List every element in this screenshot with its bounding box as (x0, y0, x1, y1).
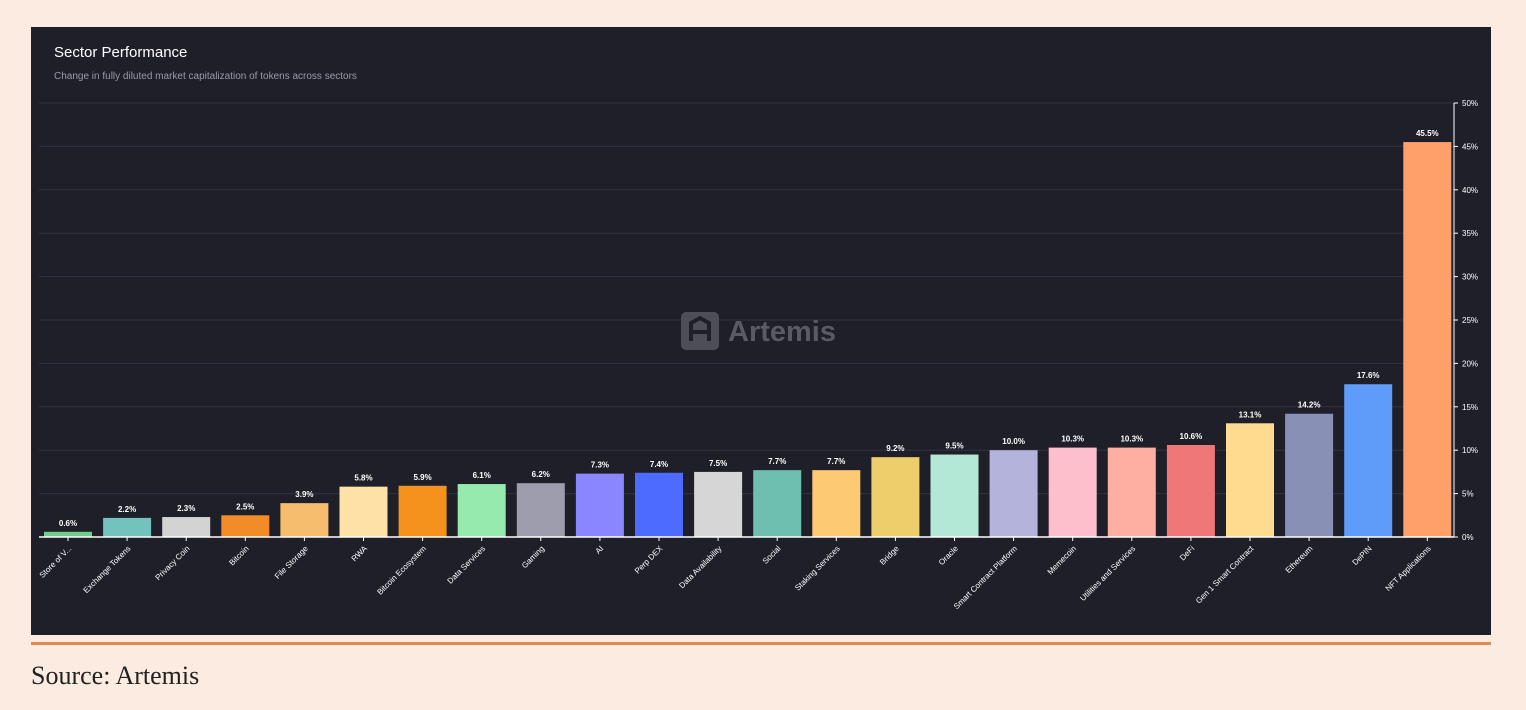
bar-value-label: 7.5% (709, 459, 727, 468)
x-tick-label: DePIN (1351, 544, 1374, 567)
bar (221, 515, 270, 537)
x-tick-label: Memecoin (1046, 544, 1078, 576)
bar (1226, 423, 1274, 537)
bar (1048, 447, 1097, 537)
accent-divider (31, 642, 1491, 645)
bar (1285, 413, 1334, 537)
bar-value-label: 10.3% (1120, 435, 1143, 444)
x-tick-label: Social (761, 544, 783, 566)
x-tick-label: Staking Services (793, 544, 842, 593)
bar-value-label: 0.6% (59, 519, 77, 528)
y-tick-label: 25% (1462, 316, 1478, 325)
y-tick-label: 50% (1462, 99, 1478, 108)
bar-value-label: 9.2% (886, 444, 904, 453)
bar-value-label: 9.5% (945, 442, 963, 451)
bar-value-label: 2.3% (177, 504, 195, 513)
bar (1403, 142, 1452, 537)
bar-value-label: 13.1% (1239, 410, 1262, 419)
bar (398, 485, 447, 537)
bar-value-label: 7.7% (827, 457, 845, 466)
x-tick-label: Bitcoin Ecosystem (375, 544, 428, 597)
bar-value-label: 10.6% (1180, 432, 1203, 441)
bar (930, 454, 979, 537)
artemis-logo-glyph-icon (689, 315, 711, 341)
watermark-text: Artemis (728, 316, 836, 348)
y-tick-label: 10% (1462, 446, 1478, 455)
bar (575, 473, 624, 537)
y-tick-label: 35% (1462, 229, 1478, 238)
bar (1344, 384, 1393, 537)
bar (812, 470, 861, 537)
x-tick-label: Data Availability (677, 544, 723, 590)
bar (339, 486, 388, 537)
x-tick-label: Store of V... (38, 544, 74, 580)
bar (457, 484, 506, 537)
bar (103, 517, 152, 537)
chart-subtitle: Change in fully diluted market capitaliz… (54, 71, 357, 82)
chart-title: Sector Performance (54, 44, 188, 61)
x-tick-label: Privacy Coin (153, 544, 191, 582)
x-tick-label: Gaming (520, 544, 546, 570)
bar (635, 472, 683, 537)
y-tick-label: 30% (1462, 273, 1478, 282)
bar (989, 450, 1038, 537)
x-tick-label: Exchange Tokens (82, 544, 133, 595)
bar (871, 457, 920, 537)
bar (694, 471, 743, 537)
bar (516, 483, 565, 537)
bar-value-label: 10.3% (1061, 435, 1084, 444)
x-tick-label: NFT Applications (1384, 544, 1433, 593)
bar-value-label: 45.5% (1416, 129, 1439, 138)
y-tick-label: 0% (1462, 533, 1474, 542)
chart-panel: Sector Performance Change in fully dilut… (31, 27, 1491, 635)
bar-value-label: 14.2% (1298, 401, 1321, 410)
bar-value-label: 6.1% (473, 471, 491, 480)
x-tick-label: Bridge (878, 544, 901, 567)
bar-value-label: 2.2% (118, 505, 136, 514)
x-tick-label: Ethereum (1284, 544, 1315, 575)
bar-value-label: 7.4% (650, 460, 668, 469)
bar-value-label: 7.7% (768, 457, 786, 466)
bar-value-label: 7.3% (591, 461, 609, 470)
bar-value-label: 5.9% (413, 473, 431, 482)
bar (1166, 444, 1215, 537)
bar (280, 503, 329, 537)
bar-chart: 0% 5% 10% 15% 20% 25% 30% 35% 40% 45% 50% Artemis 0.… (38, 99, 1478, 611)
x-tick-label: Gen 1 Smart Contract (1194, 544, 1256, 606)
bar-value-label: 5.8% (354, 474, 372, 483)
bar-value-label: 6.2% (532, 470, 550, 479)
y-tick-label: 5% (1462, 490, 1474, 499)
bar (1107, 447, 1156, 537)
x-tick-label: Utilities and Services (1078, 544, 1137, 603)
x-tick-label: Perp DEX (633, 544, 665, 576)
x-tick-label: Smart Contract Platform (952, 544, 1019, 611)
bar (753, 470, 802, 537)
y-tick-label: 15% (1462, 403, 1478, 412)
x-tick-label: File Storage (273, 544, 310, 581)
source-caption: Source: Artemis (31, 661, 200, 690)
x-tick-label: Oracle (937, 544, 960, 567)
bar (162, 517, 211, 537)
x-tick-label: RWA (350, 544, 370, 564)
x-tick-label: AI (594, 544, 606, 556)
bar-value-label: 10.0% (1002, 437, 1025, 446)
x-tick-label: DeFi (1178, 544, 1196, 562)
x-tick-label: Data Services (446, 544, 488, 586)
y-tick-label: 20% (1462, 359, 1478, 368)
y-tick-label: 40% (1462, 186, 1478, 195)
bar-value-label: 3.9% (295, 490, 313, 499)
bar (44, 531, 92, 537)
bar-value-label: 2.5% (236, 502, 254, 511)
y-tick-label: 45% (1462, 142, 1478, 151)
x-tick-label: Bitcoin (227, 544, 250, 567)
bar-value-label: 17.6% (1357, 371, 1380, 380)
